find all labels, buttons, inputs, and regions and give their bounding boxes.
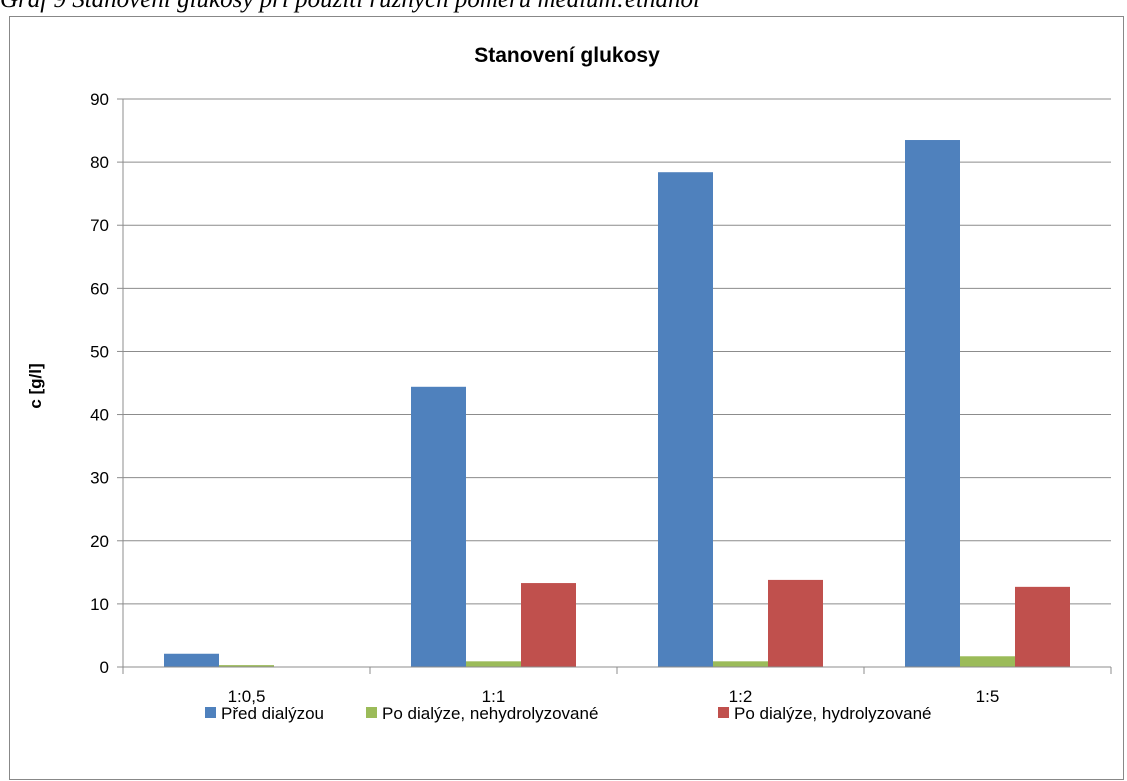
- chart-title: Stanovení glukosy: [474, 44, 660, 67]
- gridlines: [123, 98, 1111, 605]
- bar: [1015, 586, 1070, 667]
- tick-labels: 0 10 20 30 40 50 60 70 80 90 1:0,5 1:1 1:2 1:5: [90, 90, 999, 706]
- bar: [219, 665, 274, 667]
- bar: [768, 579, 823, 667]
- figure-caption: Graf 9 Stanovení glukosy při použití růz…: [0, 0, 700, 14]
- y-tick-label: 60: [90, 279, 109, 298]
- y-axis-label: c [g/l]: [26, 363, 45, 408]
- x-tick-label: 1:5: [976, 687, 1000, 706]
- bar: [713, 661, 768, 667]
- y-tick-label: 10: [90, 595, 109, 614]
- axes: [117, 98, 1112, 674]
- bar: [905, 140, 960, 667]
- legend-swatch: [366, 707, 377, 718]
- legend-label: Po dialýze, nehydrolyzované: [382, 704, 598, 723]
- y-tick-label: 20: [90, 532, 109, 551]
- y-tick-label: 50: [90, 342, 109, 361]
- y-tick-label: 30: [90, 469, 109, 488]
- bar: [164, 653, 219, 667]
- bar: [658, 172, 713, 667]
- bar: [466, 661, 521, 667]
- legend-swatch: [205, 707, 216, 718]
- y-tick-label: 70: [90, 216, 109, 235]
- y-tick-label: 90: [90, 90, 109, 109]
- y-tick-label: 0: [100, 658, 109, 677]
- x-tick-label: 1:0,5: [228, 687, 266, 706]
- legend: Před dialýzou Po dialýze, nehydrolyzované…: [205, 704, 932, 723]
- bar: [521, 583, 576, 667]
- bar: [960, 656, 1015, 667]
- x-tick-label: 1:2: [729, 687, 753, 706]
- x-tick-label: 1:1: [482, 687, 506, 706]
- bars: [164, 140, 1070, 667]
- legend-label: Po dialýze, hydrolyzované: [734, 704, 932, 723]
- y-tick-label: 80: [90, 153, 109, 172]
- y-tick-label: 40: [90, 406, 109, 425]
- legend-label: Před dialýzou: [221, 704, 324, 723]
- legend-swatch: [718, 707, 729, 718]
- bar: [411, 386, 466, 667]
